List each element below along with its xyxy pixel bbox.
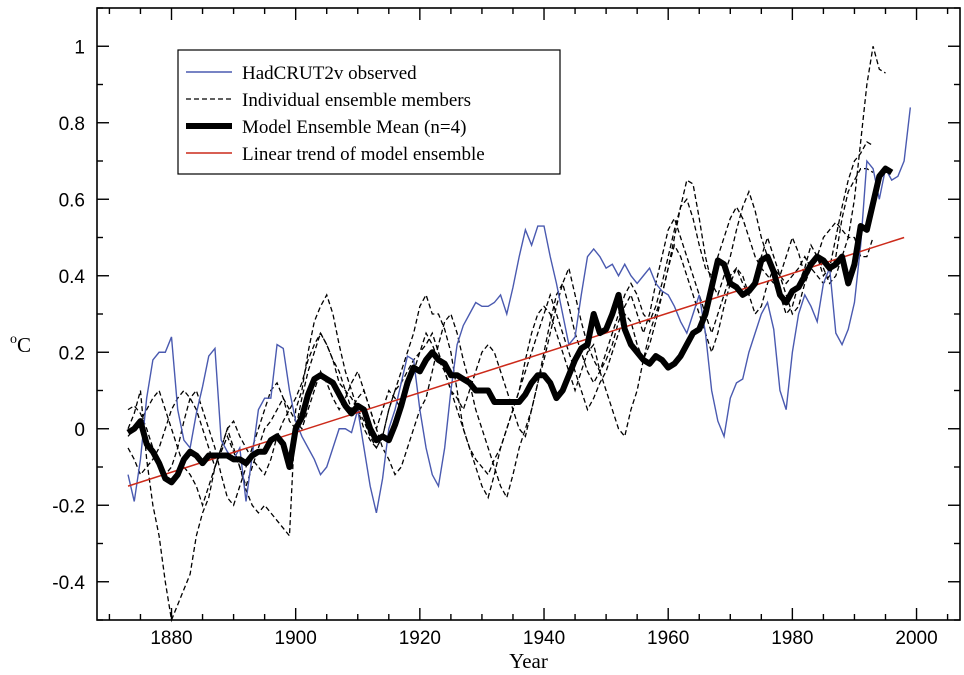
legend-label-members: Individual ensemble members	[242, 90, 471, 111]
y-tick-label: 0	[74, 420, 85, 441]
x-tick-label: 1960	[647, 628, 689, 649]
x-tick-label: 1880	[150, 628, 192, 649]
y-tick-label: 0.4	[59, 267, 86, 288]
ensemble-member-line-1	[127, 46, 886, 623]
y-tick-label: 0.8	[59, 114, 85, 135]
y-axis-label-superscript: o	[10, 332, 17, 347]
legend-box	[177, 49, 561, 175]
y-tick-label: -0.4	[52, 573, 85, 594]
x-tick-label: 1920	[399, 628, 441, 649]
x-axis-label: Year	[509, 649, 548, 673]
x-tick-label: 1900	[275, 628, 317, 649]
x-tick-label: 2000	[895, 628, 937, 649]
ensemble-member-line-2	[127, 140, 874, 507]
ensemble-member-line-4	[127, 236, 874, 508]
y-tick-label: 0.6	[59, 190, 85, 211]
observed-line	[127, 107, 912, 514]
x-tick-label: 1940	[523, 628, 565, 649]
y-tick-label: 1	[74, 37, 85, 58]
legend-label-mean: Model Ensemble Mean (n=4)	[242, 117, 466, 138]
legend: HadCRUT2v observed Individual ensemble me…	[177, 49, 561, 175]
legend-label-trend: Linear trend of model ensemble	[242, 144, 485, 165]
y-tick-label: 0.2	[59, 343, 85, 364]
y-axis-label-unit: C	[17, 333, 31, 357]
x-tick-label: 1980	[771, 628, 813, 649]
plot-series	[126, 46, 912, 623]
legend-label-observed: HadCRUT2v observed	[242, 63, 417, 84]
axes: 1880 1900 1920 1940 1960 1980 2000 -0.4 -0.2 0 0.2…	[52, 7, 961, 649]
ensemble-mean-line	[126, 165, 894, 486]
y-axis-label: oC	[10, 332, 31, 357]
y-tick-label: -0.2	[52, 496, 85, 517]
